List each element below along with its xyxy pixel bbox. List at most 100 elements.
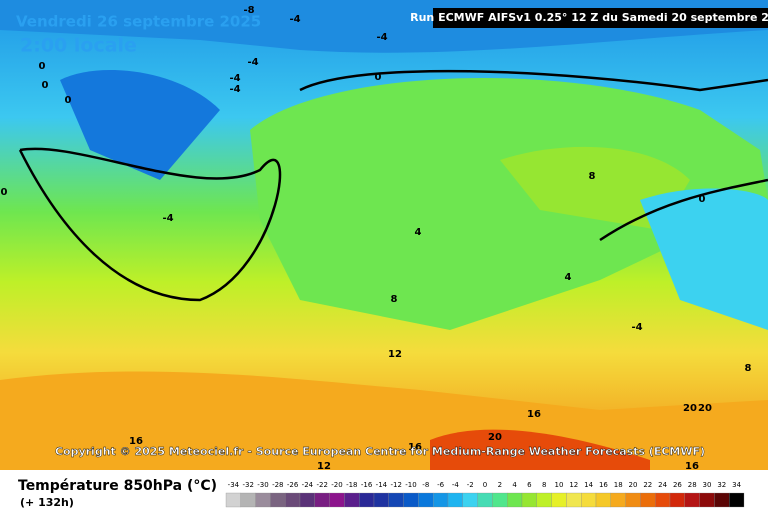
scale-label: 4 [512,481,517,489]
scale-label: 8 [542,481,546,489]
scale-label: -34 [228,481,240,489]
contour-label: -4 [289,14,300,25]
contour-label: 0 [65,95,72,106]
scale-swatch [669,492,685,508]
footer-title: Température 850hPa (°C) [18,478,217,494]
contour-label: 4 [565,272,572,283]
scale-label: 12 [569,481,578,489]
scale-label: -32 [242,481,253,489]
contour-label: 0 [42,80,49,91]
scale-swatch [403,492,419,508]
scale-swatch [477,492,493,508]
contour-label: 8 [391,294,398,305]
scale-swatch [521,492,537,508]
scale-swatch [255,492,271,508]
scale-label: -4 [452,481,460,489]
contour-label: -4 [376,32,387,43]
scale-swatch [462,492,478,508]
local-time: 2:00 locale [20,35,137,57]
scale-swatch [507,492,523,508]
warm-patch [500,146,690,230]
contour-label: 8 [745,363,752,374]
hot-zone [430,429,650,470]
scale-label: -14 [376,481,388,489]
greenland-cold [60,70,220,180]
scale-label: -30 [257,481,268,489]
scale-label: -12 [390,481,401,489]
run-banner [433,8,768,28]
cold-patch [640,188,768,330]
scale-label: 24 [658,481,667,489]
scale-swatch [684,492,700,508]
scale-swatch [729,492,745,508]
contour-label: 0 [1,187,8,198]
scale-swatch [625,492,641,508]
scale-label: 34 [732,481,741,489]
scale-swatch [492,492,508,508]
contour-label: 8 [589,171,596,182]
scale-swatch [595,492,611,508]
scale-label: 22 [643,481,652,489]
scale-swatch [536,492,552,508]
scale-label: -18 [346,481,357,489]
scale-label: 20 [629,481,638,489]
contour-label: 20 [683,403,697,414]
scale-swatch [566,492,582,508]
scale-label: 10 [555,481,564,489]
scale-swatch [225,492,241,508]
contour-label: -4 [247,57,258,68]
contour-label: -8 [243,5,254,16]
scale-swatch [610,492,626,508]
contour-label: 12 [388,349,402,360]
scale-swatch [581,492,597,508]
scale-label: 0 [483,481,487,489]
contour-label: -4 [631,322,642,333]
scale-label: -8 [422,481,429,489]
scale-swatch [329,492,345,508]
scale-label: 26 [673,481,682,489]
scale-label: 28 [688,481,697,489]
run-info: Run ECMWF AIFSv1 0.25° 12 Z du Samedi 20… [410,11,768,24]
contour-label: 16 [129,436,143,447]
scale-swatch [299,492,315,508]
scale-swatch [699,492,715,508]
scale-label: -20 [331,481,342,489]
contour-label: 16 [408,442,422,453]
scale-swatch [359,492,375,508]
scale-label: -2 [467,481,474,489]
scale-label: -6 [437,481,445,489]
contour-label: 20 [488,432,502,443]
scale-label: -24 [302,481,314,489]
scale-label: 2 [498,481,502,489]
lead-time: (+ 132h) [20,496,74,509]
scale-swatch [388,492,404,508]
scale-swatch [314,492,330,508]
scale-swatch [655,492,671,508]
scale-swatch [344,492,360,508]
scale-swatch [270,492,286,508]
scale-swatch [447,492,463,508]
scale-swatch [640,492,656,508]
scale-swatch [433,492,449,508]
scale-label: 30 [703,481,712,489]
scale-swatch [418,492,434,508]
scale-swatch [240,492,256,508]
contour-label: -4 [229,84,240,95]
scale-label: -26 [287,481,299,489]
zero-isotherm-north [299,69,768,92]
scale-label: -22 [316,481,327,489]
contour-label: 12 [317,461,331,472]
scale-swatch [714,492,730,508]
scale-label: 6 [527,481,532,489]
zero-isotherm-east [599,178,768,242]
scale-label: 18 [614,481,623,489]
color-scale: -34 -32 -30 -28 -26 -24 -22 -20 -18 -16 -14 -12 -10-… [225,481,745,508]
contour-label: 16 [685,461,699,472]
contour-label: 0 [375,72,382,83]
copyright: Copyright © 2025 Meteociel.fr - Source E… [55,445,705,458]
scale-label: 16 [599,481,608,489]
date: Vendredi 26 septembre 2025 [16,13,261,31]
scale-swatch [551,492,567,508]
scale-swatch [285,492,301,508]
